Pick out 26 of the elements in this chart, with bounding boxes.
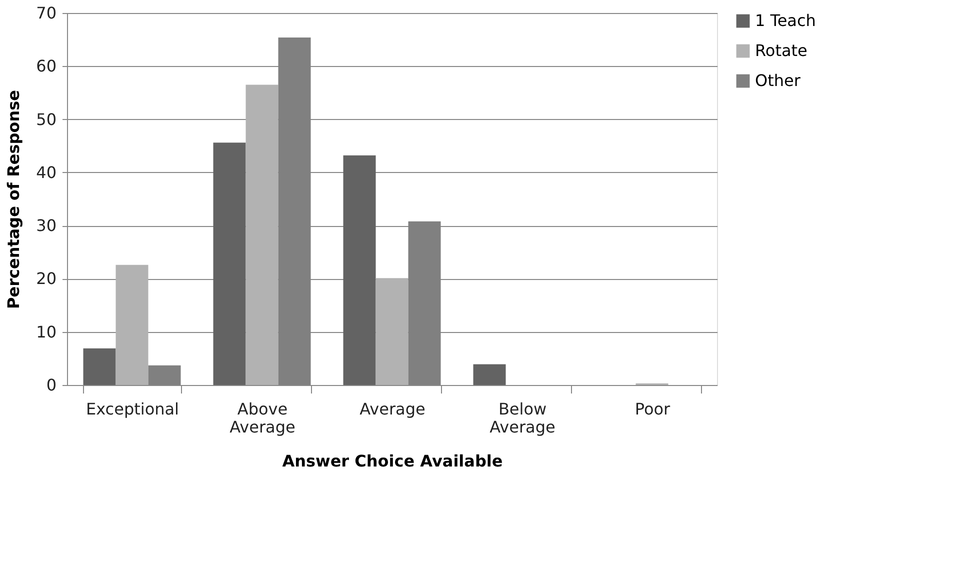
y-tick-label: 70	[36, 4, 56, 22]
bar	[83, 348, 116, 385]
y-tick-label: 30	[36, 216, 56, 236]
x-tick-label: Above Average	[230, 400, 296, 436]
y-tick-label: 40	[36, 162, 56, 182]
x-tick-label: Poor	[634, 400, 671, 418]
y-tick-label: 50	[36, 110, 56, 129]
bar	[116, 264, 148, 385]
y-tick-label: 60	[36, 56, 56, 76]
bar	[246, 84, 278, 385]
bar	[376, 278, 408, 385]
legend-label: Other	[755, 71, 801, 90]
x-axis-title: Answer Choice Available	[282, 452, 503, 470]
bar	[473, 364, 506, 385]
y-tick-label: 10	[36, 322, 56, 342]
x-tick-label: Exceptional	[86, 400, 179, 418]
y-tick-label: 20	[36, 269, 56, 288]
legend-label: 1 Teach	[755, 11, 816, 30]
bar	[213, 142, 246, 385]
bar	[343, 155, 376, 385]
legend-label: Rotate	[755, 41, 808, 60]
y-axis-title: Percentage of Response	[4, 90, 24, 309]
y-tick-label: 0	[46, 376, 56, 394]
x-tick-label: Average	[360, 400, 426, 418]
bar	[148, 365, 181, 385]
x-tick-label: Below Average	[490, 400, 556, 436]
